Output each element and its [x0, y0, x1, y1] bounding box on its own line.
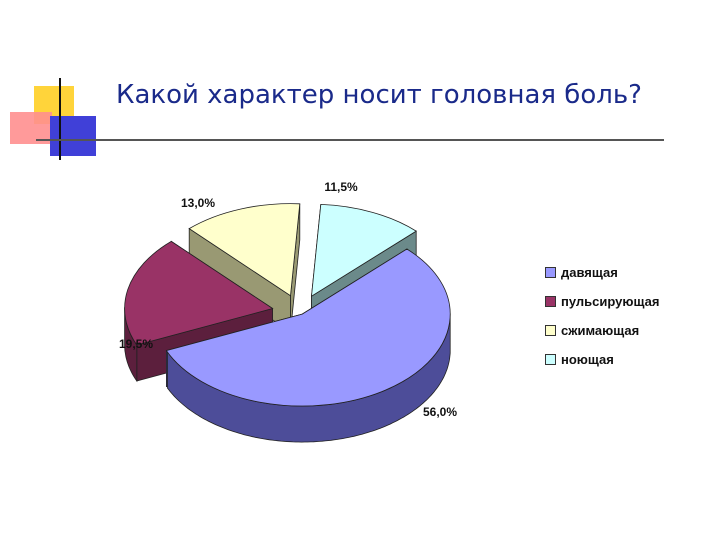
legend-item-szhimayushchaya: сжимающая — [545, 316, 659, 345]
data-label: 56,0% — [423, 405, 457, 419]
legend-label: сжимающая — [561, 323, 640, 338]
pie-slice-3 — [311, 203, 417, 297]
legend-label: ноющая — [561, 352, 614, 367]
pie-slice-1 — [124, 240, 274, 346]
data-label: 13,0% — [181, 196, 215, 210]
decor-blue-square — [50, 116, 96, 156]
legend-item-noyushchaya: ноющая — [545, 345, 659, 374]
data-label: 19,5% — [119, 337, 153, 351]
legend-swatch — [545, 325, 556, 336]
chart-legend: давящая пульсирующая сжимающая ноющая — [545, 258, 659, 374]
legend-item-pulsiruyushchaya: пульсирующая — [545, 287, 659, 316]
data-label: 11,5% — [324, 180, 358, 194]
decor-pink-square — [10, 112, 52, 144]
legend-item-davyashchaya: давящая — [545, 258, 659, 287]
pie-slice-2 — [188, 203, 301, 297]
decor-vertical-line — [59, 78, 61, 160]
slide-title: Какой характер носит головная боль? — [116, 80, 642, 110]
legend-swatch — [545, 354, 556, 365]
pie-slice-0 — [165, 248, 451, 407]
legend-label: пульсирующая — [561, 294, 660, 309]
legend-label: давящая — [561, 265, 618, 280]
legend-swatch — [545, 296, 556, 307]
legend-swatch — [545, 267, 556, 278]
title-underline — [36, 139, 664, 141]
